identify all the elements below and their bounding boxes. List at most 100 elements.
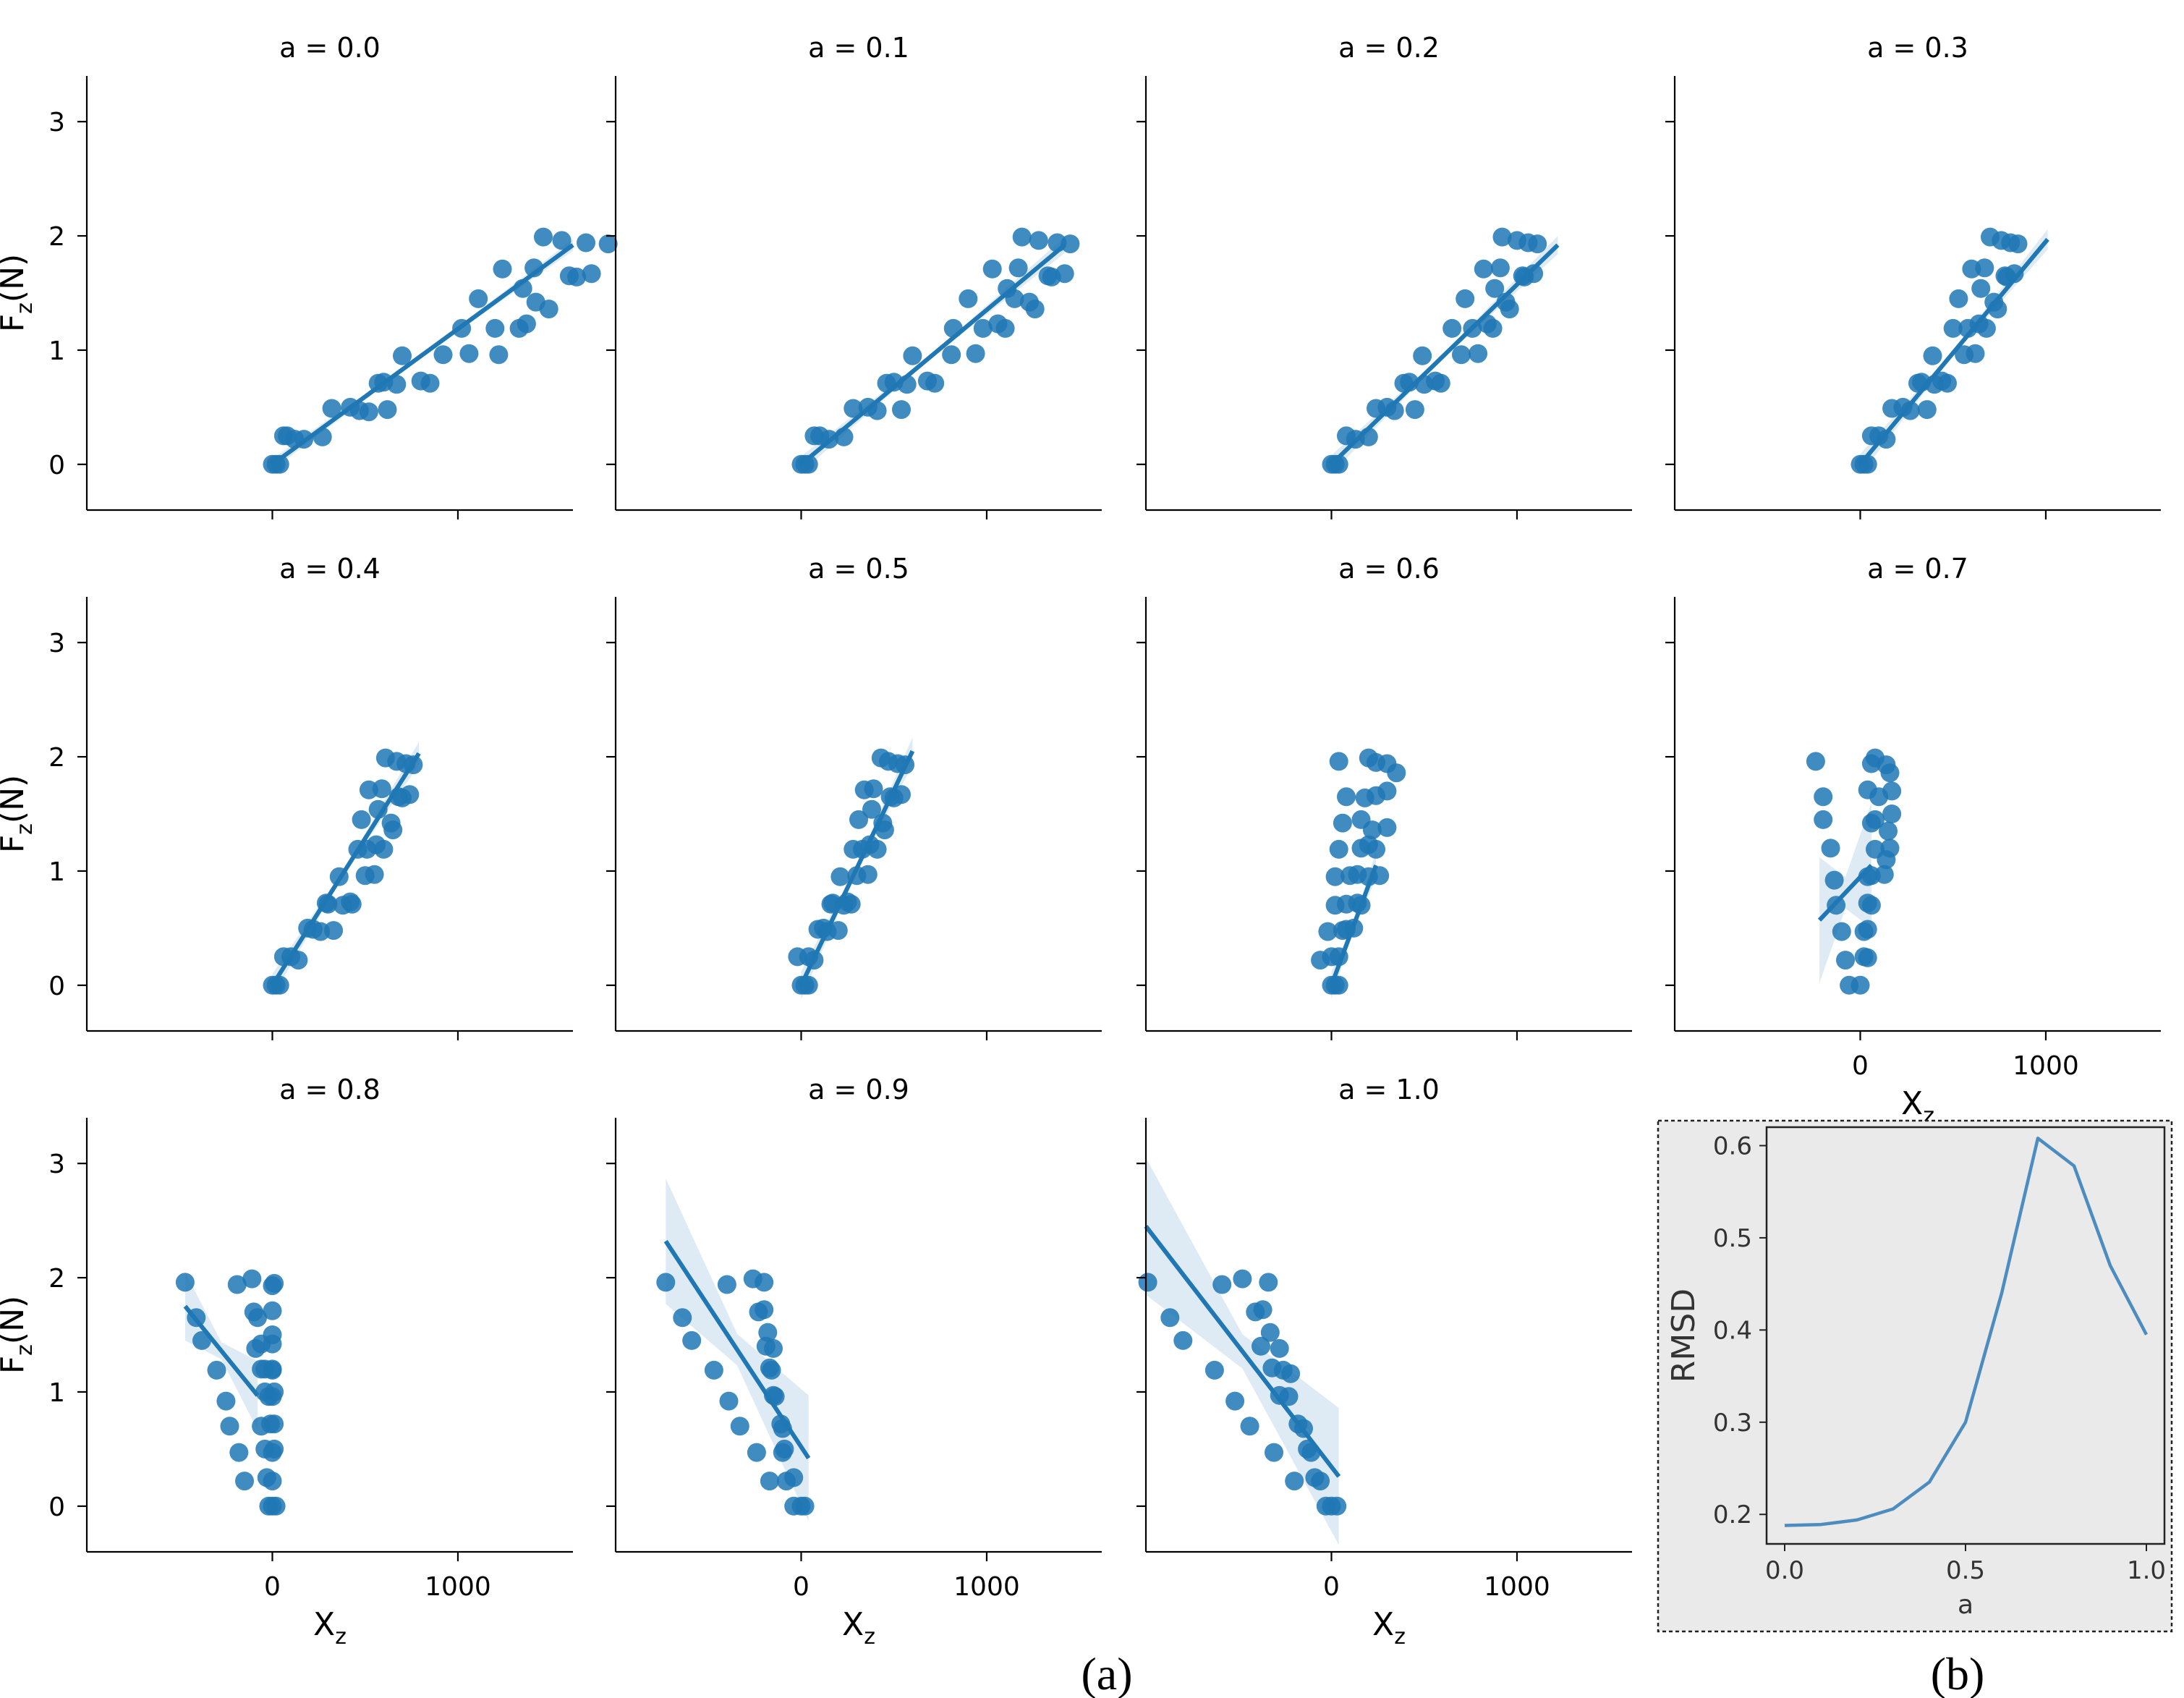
data-point-3-15 [1938, 373, 1957, 393]
data-point-7-26 [1880, 763, 1900, 783]
data-point-7-11 [1858, 948, 1877, 967]
data-point-6-30 [1377, 781, 1397, 801]
data-point-1-20 [966, 344, 985, 363]
rmsd-y-tick-label-1: 0.3 [1713, 1409, 1752, 1438]
regression-line-1 [799, 243, 1066, 467]
data-point-0-16 [393, 346, 412, 365]
data-point-0-36 [577, 233, 595, 252]
regression-line-4 [270, 752, 421, 987]
x-tick-label-7-1: 1000 [2013, 1051, 2079, 1081]
data-point-0-23 [485, 318, 505, 338]
data-point-0-14 [378, 400, 397, 420]
data-point-7-4 [1824, 870, 1844, 890]
data-point-8-21 [266, 1496, 286, 1516]
data-point-1-16 [925, 373, 945, 393]
data-point-8-35 [265, 1439, 284, 1459]
data-point-7-2 [1814, 810, 1833, 829]
y-tick-label-0-0: 0 [48, 451, 65, 480]
data-point-10-7 [1285, 1472, 1304, 1491]
data-point-9-28 [795, 1496, 815, 1516]
data-point-3-17 [1949, 289, 1968, 308]
facet-title-6: a = 0.6 [1338, 553, 1440, 585]
data-point-2-26 [1492, 227, 1512, 247]
data-point-9-13 [758, 1323, 778, 1342]
data-point-10-3 [1204, 1360, 1224, 1380]
data-point-10-26 [1311, 1472, 1330, 1491]
data-point-0-32 [539, 300, 558, 319]
data-point-1-21 [973, 318, 993, 338]
facet-title-2: a = 0.2 [1338, 32, 1440, 64]
data-point-1-30 [1025, 300, 1045, 319]
data-point-7-3 [1821, 839, 1840, 858]
data-point-5-12 [830, 867, 850, 886]
data-point-1-31 [1029, 231, 1048, 250]
rmsd-y-axis-label: RMSD [1665, 1289, 1702, 1383]
data-point-8-22 [263, 1472, 282, 1491]
data-point-6-22 [1367, 839, 1385, 859]
data-point-8-0 [175, 1273, 195, 1292]
y-axis-label-0: Fz(N) [0, 254, 38, 332]
data-point-1-14 [903, 346, 922, 365]
facet-7: a = 0.7 0 1000 Xz [1665, 553, 2161, 1129]
data-point-8-8 [227, 1275, 247, 1294]
data-point-4-15 [342, 894, 362, 914]
y-tick-label-0-3: 3 [48, 108, 65, 137]
data-point-4-10 [318, 894, 338, 914]
data-point-8-34 [265, 1414, 284, 1434]
data-point-7-9 [1851, 975, 1870, 995]
data-point-7-6 [1832, 922, 1851, 941]
regression-line-10 [1144, 1225, 1341, 1478]
data-point-1-35 [1055, 264, 1074, 284]
rmsd-y-tick-label-3: 0.5 [1713, 1224, 1752, 1253]
facet-title-9: a = 0.9 [808, 1074, 909, 1105]
data-point-0-19 [433, 345, 453, 365]
plot-area [1765, 1126, 2166, 1545]
data-point-10-14 [1252, 1336, 1270, 1356]
rmsd-x-axis-label: a [1958, 1590, 1973, 1620]
data-point-6-27 [1337, 787, 1356, 807]
data-point-5-18 [849, 810, 868, 829]
data-point-9-12 [755, 1273, 774, 1292]
data-point-8-3 [207, 1360, 226, 1380]
data-point-0-25 [493, 259, 512, 279]
regression-line-5 [799, 750, 915, 987]
data-point-7-0 [1806, 752, 1825, 771]
data-point-10-19 [1279, 1387, 1299, 1406]
facet-8: a = 0.8 0 1 2 3 0 1000 Xz Fz(N) [0, 1074, 573, 1650]
rmsd-x-tick-label-0: 0.0 [1765, 1556, 1804, 1585]
data-point-0-28 [517, 314, 536, 334]
data-point-2-17 [1452, 345, 1471, 365]
data-point-8-31 [263, 1325, 282, 1344]
data-point-10-12 [1259, 1273, 1278, 1292]
data-point-2-12 [1413, 346, 1432, 365]
data-point-8-13 [246, 1338, 265, 1358]
data-point-4-33 [400, 785, 420, 805]
facet-title-8: a = 0.8 [279, 1074, 381, 1105]
data-point-2-18 [1456, 289, 1475, 308]
y-tick-label-8-0: 0 [48, 1493, 65, 1522]
data-point-3-16 [1943, 318, 1963, 338]
data-point-0-24 [489, 345, 509, 365]
data-point-5-33 [892, 785, 911, 805]
data-point-0-8 [322, 399, 341, 418]
regression-line-8 [183, 1304, 260, 1397]
facet-2: a = 0.2 [1136, 32, 1632, 519]
data-point-10-11 [1253, 1300, 1272, 1320]
data-point-3-34 [2008, 234, 2028, 254]
data-point-10-9 [1233, 1269, 1252, 1289]
data-point-6-26 [1377, 818, 1397, 837]
data-point-0-31 [534, 227, 553, 247]
x-tick-label-9-1: 1000 [953, 1572, 1020, 1602]
data-point-4-28 [383, 820, 403, 840]
y-tick-label-4-2: 2 [48, 743, 65, 773]
y-tick-label-4-0: 0 [48, 972, 65, 1001]
data-point-9-4 [719, 1391, 739, 1411]
data-point-7-32 [1874, 865, 1894, 884]
data-point-9-25 [784, 1468, 804, 1487]
data-point-3-23 [1971, 279, 1991, 298]
data-point-2-28 [1500, 300, 1519, 319]
data-point-6-25 [1362, 820, 1382, 840]
data-point-9-18 [762, 1360, 781, 1380]
data-point-9-8 [717, 1275, 736, 1294]
data-point-10-4 [1225, 1391, 1245, 1411]
